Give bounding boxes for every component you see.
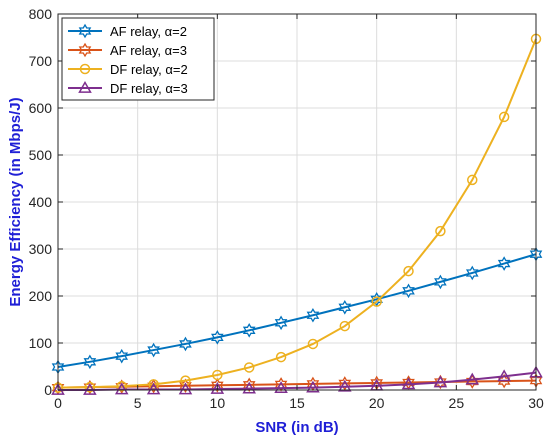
data-point-marker (83, 354, 97, 370)
legend-entry-label: DF relay, α=2 (110, 62, 188, 77)
y-tick-label: 400 (29, 194, 53, 210)
data-point-marker (306, 307, 320, 323)
data-point-marker (179, 378, 192, 394)
data-point-marker (435, 225, 446, 237)
data-point-marker (83, 382, 97, 395)
y-tick-label: 300 (29, 241, 53, 257)
data-point-marker (243, 362, 255, 373)
data-point-marker (115, 379, 129, 395)
data-point-marker (178, 382, 193, 395)
data-point-marker (371, 296, 382, 307)
legend-entry-label: AF relay, α=3 (110, 43, 187, 58)
data-point-marker (210, 382, 225, 394)
data-point-marker (78, 23, 92, 39)
data-point-marker (465, 265, 479, 281)
data-point-marker (403, 265, 414, 277)
data-point-marker (211, 330, 224, 345)
data-point-marker (242, 381, 256, 394)
data-point-marker (467, 174, 478, 186)
data-point-marker (434, 274, 447, 290)
data-point-marker (78, 42, 92, 58)
data-point-marker (114, 382, 129, 395)
y-tick-label: 800 (29, 6, 53, 22)
y-tick-label: 600 (29, 100, 53, 116)
data-point-marker (147, 342, 160, 358)
data-point-marker (339, 320, 351, 332)
x-tick-label: 25 (449, 395, 465, 411)
data-point-marker (338, 299, 352, 315)
data-point-marker (338, 376, 352, 391)
data-point-marker (465, 372, 480, 385)
data-point-marker (497, 256, 511, 271)
series-line (57, 253, 537, 368)
data-point-marker (146, 382, 161, 395)
x-tick-label: 30 (528, 395, 544, 411)
data-point-marker (179, 336, 192, 352)
x-tick-label: 5 (134, 395, 142, 411)
y-tick-label: 500 (29, 147, 53, 163)
data-point-marker (497, 369, 511, 382)
y-tick-label: 700 (29, 53, 53, 69)
data-point-marker (338, 379, 352, 392)
x-tick-label: 15 (289, 395, 305, 411)
y-tick-label: 0 (44, 382, 52, 398)
data-point-marker (402, 283, 415, 299)
data-point-marker (275, 351, 287, 363)
data-point-marker (498, 111, 510, 123)
data-point-marker (307, 338, 319, 350)
legend-entry-label: DF relay, α=3 (110, 81, 188, 96)
series-layer (51, 33, 543, 395)
data-point-marker (242, 323, 256, 338)
data-point-marker (115, 348, 129, 364)
legend-entry-label: AF relay, α=2 (110, 24, 187, 39)
data-point-marker (211, 378, 224, 393)
data-point-marker (212, 369, 223, 381)
data-point-marker (79, 63, 91, 75)
y-tick-label: 100 (29, 335, 53, 351)
legend: AF relay, α=2 AF relay, α=3 DF relay, α=2 D… (61, 17, 215, 101)
data-point-marker (83, 379, 97, 395)
data-point-marker (78, 80, 92, 93)
data-point-marker (242, 377, 256, 393)
data-point-marker (306, 380, 320, 393)
data-point-marker (274, 381, 288, 393)
data-point-marker (51, 382, 65, 395)
data-point-marker (116, 380, 127, 392)
x-axis-label: SNR (in dB) (255, 419, 338, 436)
data-point-marker (497, 373, 511, 389)
x-tick-label: 10 (210, 395, 226, 411)
x-tick-label: 0 (54, 395, 62, 411)
data-point-marker (84, 381, 96, 393)
data-point-marker (434, 374, 447, 390)
x-tick-label: 20 (369, 395, 385, 411)
y-axis-label: Energy Efficiency (in Mbps/J) (7, 97, 24, 306)
data-point-marker (433, 375, 448, 388)
data-point-marker (274, 315, 288, 331)
y-tick-label: 200 (29, 288, 53, 304)
data-point-marker (401, 377, 416, 390)
